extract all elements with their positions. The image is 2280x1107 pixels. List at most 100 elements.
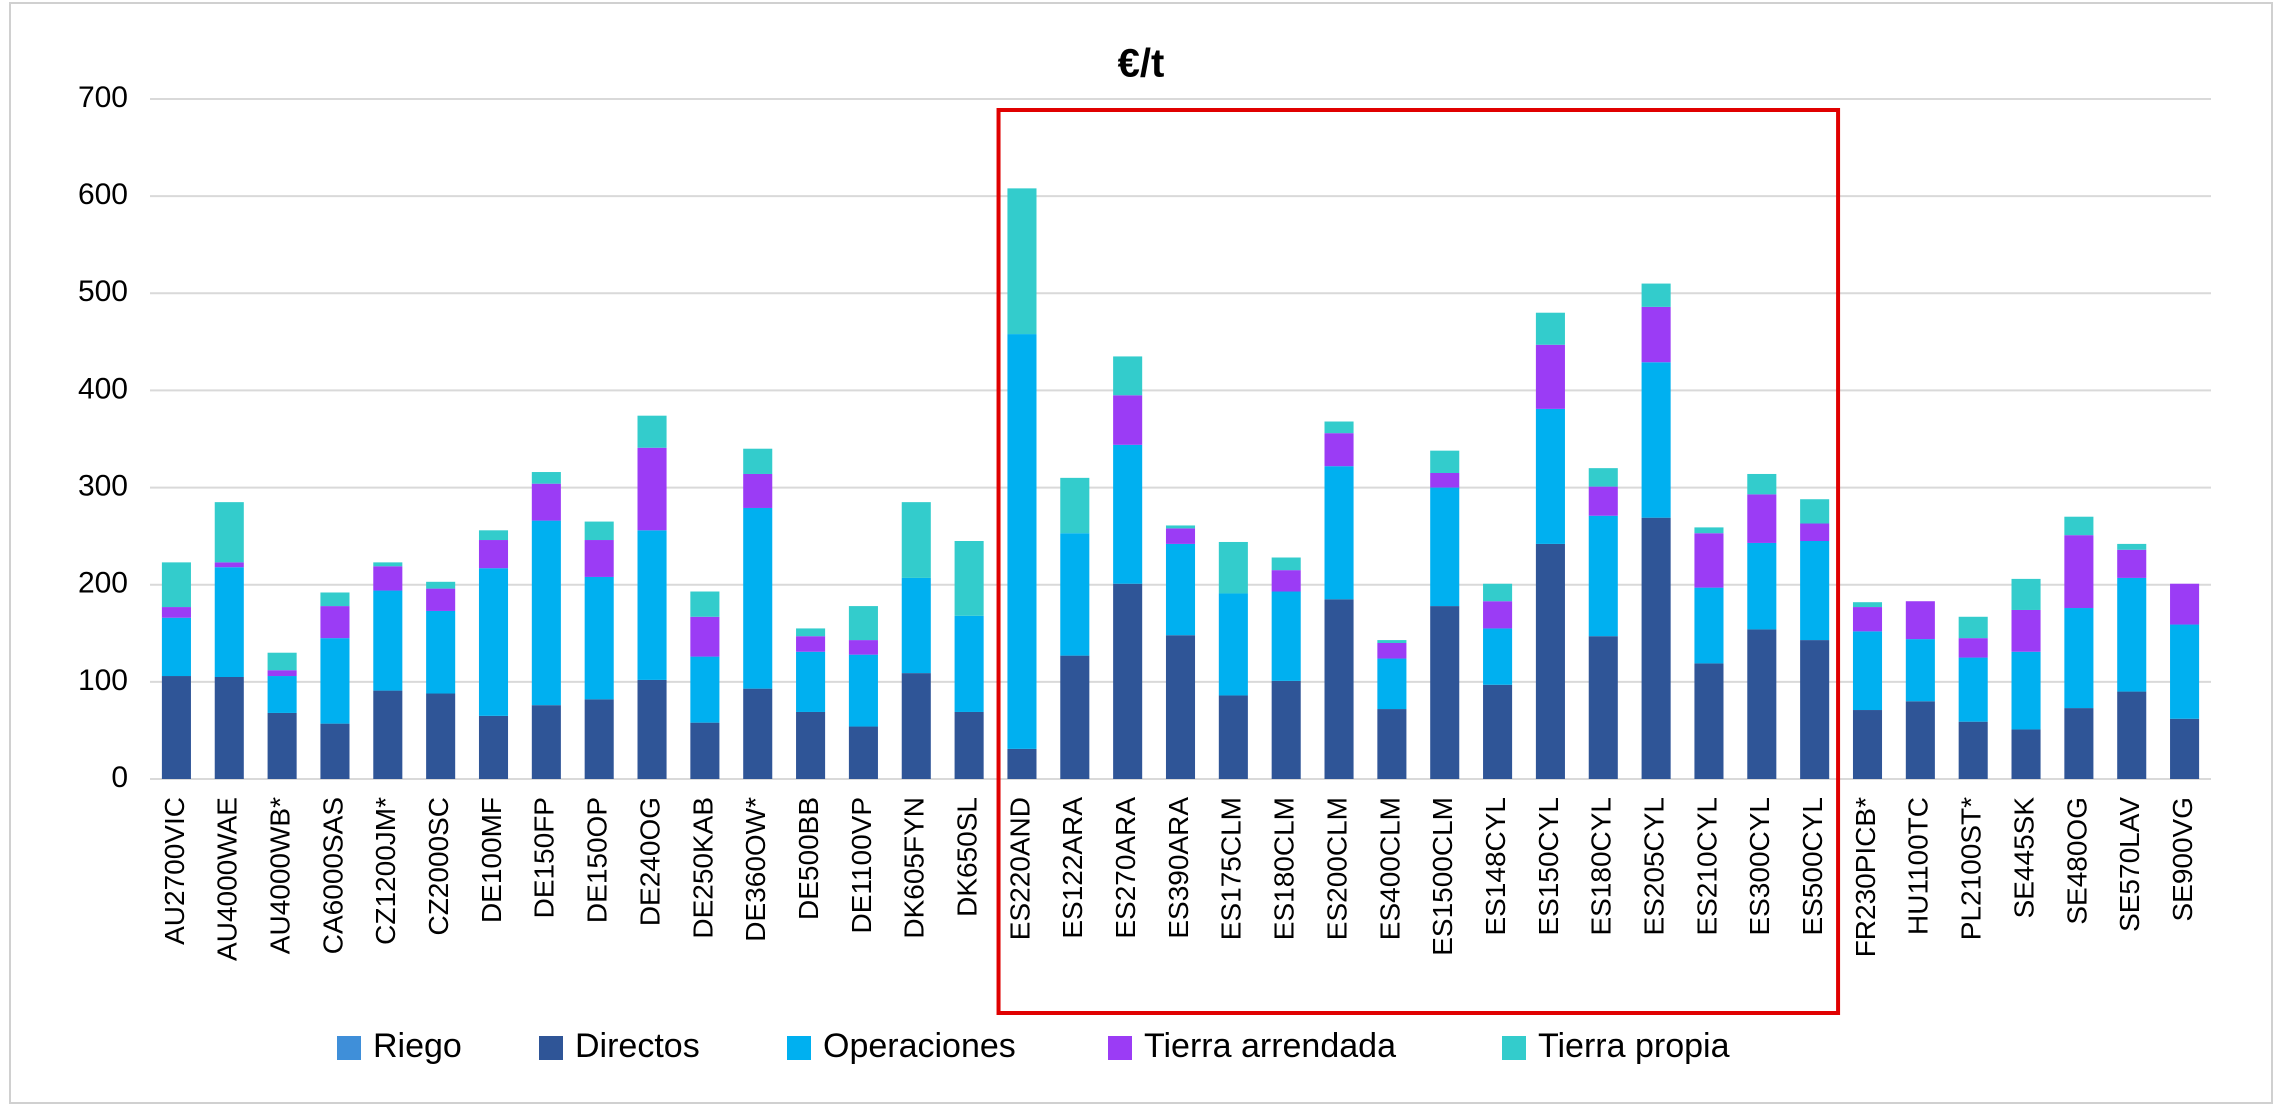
bar-segment xyxy=(1430,487,1460,607)
bar-segment xyxy=(478,715,509,779)
bar-segment xyxy=(1852,602,1883,608)
x-tick-label: DE1100VP xyxy=(846,797,877,933)
bar-segment xyxy=(1377,643,1407,659)
bar-segment xyxy=(1588,515,1618,637)
bar-segment xyxy=(2117,691,2147,779)
bar-segment xyxy=(1747,542,1777,630)
bar-segment xyxy=(161,617,191,677)
bar-segment xyxy=(1588,486,1618,516)
x-tick-label: CZ1200JM* xyxy=(370,797,401,945)
bar-segment xyxy=(584,699,614,779)
bar-segment xyxy=(1905,639,1935,702)
bar-segment xyxy=(1483,628,1513,685)
y-tick-label: 300 xyxy=(78,469,128,502)
x-tick-label: HU1100TC xyxy=(1903,797,1934,935)
x-tick-label: ES210CYL xyxy=(1691,797,1722,936)
bar-segment xyxy=(954,615,984,712)
bar-segment xyxy=(426,588,456,611)
bar-segment xyxy=(1165,543,1196,636)
bar-segment xyxy=(743,473,773,508)
bar-segment xyxy=(1747,494,1777,543)
y-tick-label: 500 xyxy=(78,275,128,308)
x-tick-label: ES200CLM xyxy=(1321,797,1352,940)
x-tick-label: DE150FP xyxy=(529,797,560,918)
bar-segment xyxy=(1377,709,1407,779)
x-tick-label: DE100MF xyxy=(476,797,507,923)
bar-segment xyxy=(1800,640,1830,779)
x-tick-label: FR230PICB* xyxy=(1850,797,1881,957)
bar-segment xyxy=(1694,527,1724,534)
bar-segment xyxy=(637,530,667,680)
bar-segment xyxy=(2064,516,2094,536)
bar-segment xyxy=(1218,541,1248,594)
x-tick-label: ES205CYL xyxy=(1639,797,1670,936)
legend-swatch xyxy=(787,1036,811,1060)
bar-segment xyxy=(1588,468,1618,487)
bar-segment xyxy=(1165,635,1196,779)
bar-segment xyxy=(2170,624,2200,719)
bar-segment xyxy=(1430,473,1460,488)
bar-segment xyxy=(320,638,350,724)
bar-segment xyxy=(1694,587,1724,664)
x-tick-label: DE360OW* xyxy=(740,797,771,942)
bar-segment xyxy=(2117,543,2147,550)
bar-segment xyxy=(1535,408,1565,544)
bar-segment xyxy=(1958,616,1988,639)
bar-segment xyxy=(1324,433,1354,467)
x-tick-label: ES400CLM xyxy=(1374,797,1405,940)
bar-segment xyxy=(1324,599,1354,779)
bar-segment xyxy=(1113,583,1143,779)
bar-segment xyxy=(848,640,878,655)
bar-segment xyxy=(2011,578,2041,610)
bar-segment xyxy=(848,654,878,727)
bar-segment xyxy=(1535,543,1565,779)
bar-segment xyxy=(320,723,350,779)
bar-segment xyxy=(743,507,773,689)
bar-segment xyxy=(426,581,456,589)
x-tick-label: AU2700VIC xyxy=(159,797,190,945)
bar-segment xyxy=(426,610,456,694)
bar-segment xyxy=(1694,533,1724,588)
x-tick-label: ES500CYL xyxy=(1797,797,1828,936)
bar-segment xyxy=(1430,606,1460,779)
bar-segment xyxy=(901,673,931,779)
legend-label: Tierra arrendada xyxy=(1144,1027,1396,1065)
bar-segment xyxy=(2011,729,2041,779)
bar-segment xyxy=(2170,718,2200,779)
bar-segment xyxy=(954,711,984,779)
x-tick-label: SE570LAV xyxy=(2114,797,2145,932)
chart-title: €/t xyxy=(1118,42,1165,86)
y-tick-label: 600 xyxy=(78,178,128,211)
legend-label: Riego xyxy=(373,1027,462,1065)
bar-segment xyxy=(796,628,826,637)
bar-segment xyxy=(531,483,561,521)
legend-label: Directos xyxy=(575,1027,700,1065)
legend-swatch xyxy=(1108,1036,1132,1060)
x-tick-label: AU4000WB* xyxy=(265,797,296,954)
x-tick-label: CZ2000SC xyxy=(423,797,454,936)
bar-segment xyxy=(161,607,191,618)
bar-segment xyxy=(1747,629,1777,779)
bar-segment xyxy=(1588,636,1618,779)
bar-segment xyxy=(373,690,403,779)
bar-segment xyxy=(1483,684,1513,779)
bar-segment xyxy=(901,502,931,578)
bar-segment xyxy=(1271,591,1301,681)
bar-segment xyxy=(1958,638,1988,658)
bar-segment xyxy=(1641,517,1671,779)
bar-segment xyxy=(214,677,244,779)
bar-segment xyxy=(1852,607,1883,632)
bar-segment xyxy=(796,636,826,652)
x-tick-label: SE900VG xyxy=(2167,797,2198,922)
bar-segment xyxy=(267,670,297,677)
bar-segment xyxy=(1271,680,1301,779)
x-tick-label: ES180CYL xyxy=(1586,797,1617,936)
x-tick-label: DE250KAB xyxy=(687,797,718,939)
bar-segment xyxy=(531,472,561,484)
bar-segment xyxy=(1060,655,1090,779)
x-tick-label: DE240OG xyxy=(634,797,665,926)
x-tick-label: AU4000WAE xyxy=(212,797,243,961)
bar-segment xyxy=(1430,450,1460,473)
bar-segment xyxy=(1113,395,1143,445)
x-tick-label: ES1500CLM xyxy=(1427,797,1458,956)
